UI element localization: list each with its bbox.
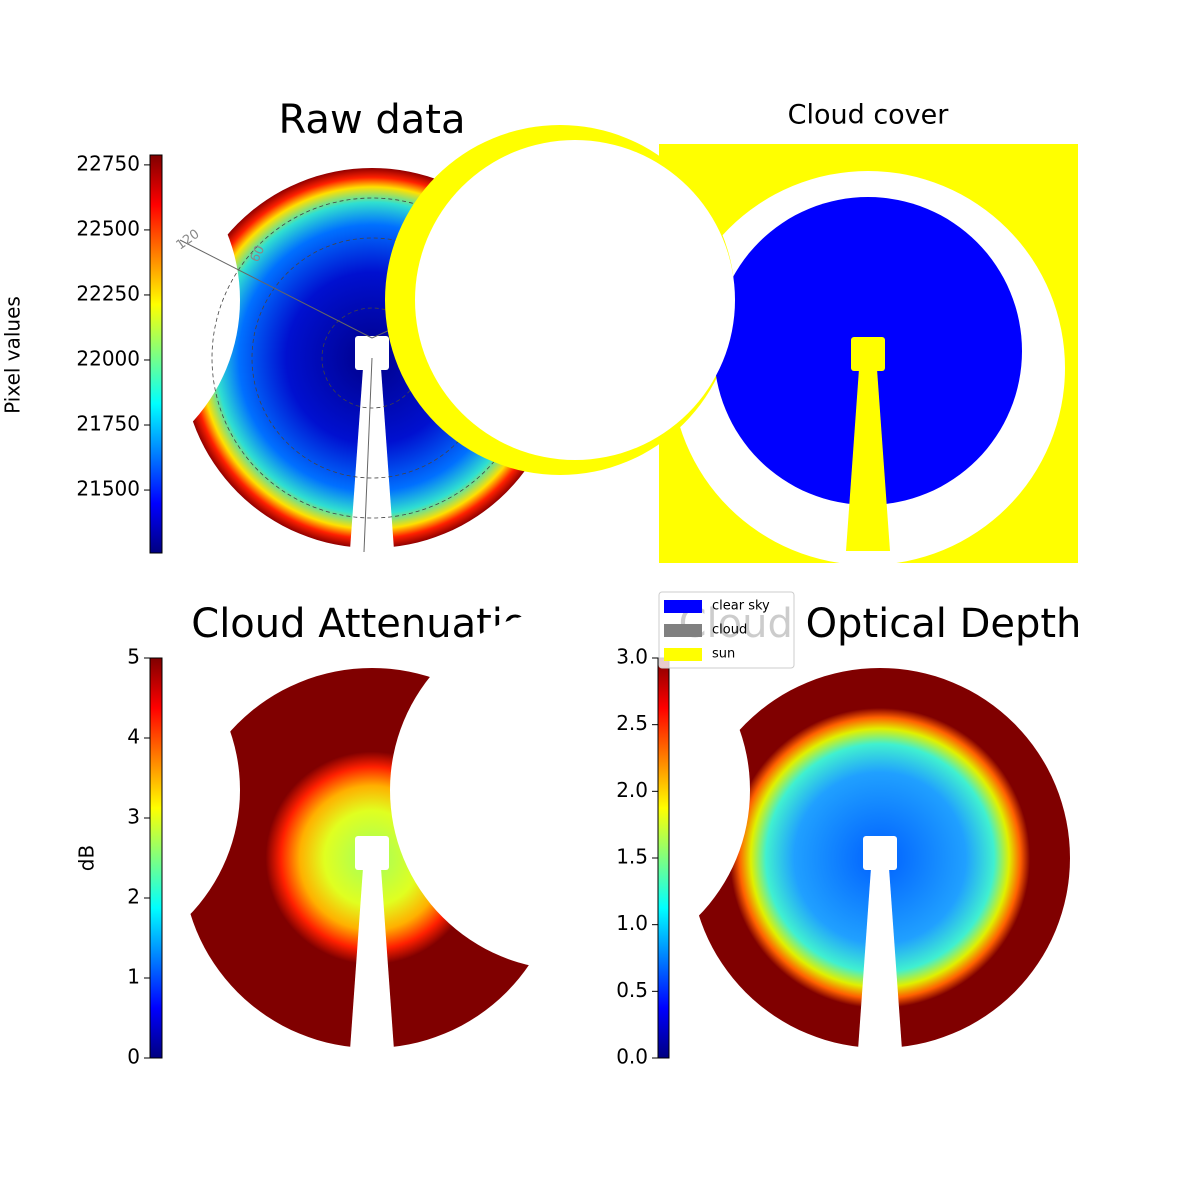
panel-title: Raw data — [279, 97, 466, 143]
sun-mask — [355, 836, 389, 870]
colorbar-tick-label: 0.0 — [616, 1045, 648, 1069]
polar-spoke — [363, 357, 373, 553]
cloud-mask-image — [385, 125, 1078, 565]
colorbar-tick-label: 2 — [127, 885, 140, 909]
colorbar-tick-label: 5 — [127, 645, 140, 669]
colorbar — [149, 154, 163, 554]
colorbar-tick-label: 2.0 — [616, 778, 648, 802]
colorbar-label: dB — [75, 845, 99, 871]
sun-mask — [858, 868, 902, 1050]
sun-mask — [350, 368, 394, 550]
colorbar-tick-label: 22250 — [76, 281, 140, 305]
polar-label: 60 — [248, 243, 269, 264]
colorbar-tick-label: 21500 — [76, 477, 140, 501]
sun-mask — [355, 336, 389, 370]
horizon-mask — [0, 120, 240, 480]
legend-label: sun — [712, 647, 735, 662]
horizon-mask — [0, 610, 240, 970]
colorbar-tick-label: 3 — [127, 805, 140, 829]
colorbar-tick-label: 22500 — [76, 216, 140, 240]
colorbar-tick-label: 0.5 — [616, 978, 648, 1002]
colorbar — [657, 657, 670, 1059]
colorbar-tick-label: 4 — [127, 725, 140, 749]
colorbar-tick-label: 21750 — [76, 412, 140, 436]
colorbar-tick-label: 22750 — [76, 151, 140, 175]
sun-mask — [863, 836, 897, 870]
sun-mask — [851, 337, 885, 371]
legend-swatch — [664, 648, 702, 661]
legend-label: cloud — [712, 623, 747, 638]
colorbar-tick-label: 1.0 — [616, 911, 648, 935]
colorbar-tick-label: 0 — [127, 1045, 140, 1069]
legend-label: clear sky — [712, 599, 770, 614]
colorbar-tick-label: 1.5 — [616, 845, 648, 869]
sun-mask — [846, 369, 890, 551]
horizon-ring — [415, 140, 735, 460]
colorbar-tick-label: 3.0 — [616, 645, 648, 669]
colorbar — [149, 657, 163, 1059]
colorbar-tick-label: 22000 — [76, 346, 140, 370]
polar-spoke — [179, 239, 373, 339]
panel-title: Cloud cover — [788, 100, 950, 131]
sun-mask — [350, 868, 394, 1050]
colorbar-label: Pixel values — [1, 296, 25, 414]
colorbar-tick-label: 2.5 — [616, 711, 648, 735]
legend-swatch — [664, 600, 702, 613]
colorbar-tick-label: 1 — [127, 965, 140, 989]
legend-swatch — [664, 624, 702, 637]
legend: clear sky cloud sun — [658, 591, 795, 669]
